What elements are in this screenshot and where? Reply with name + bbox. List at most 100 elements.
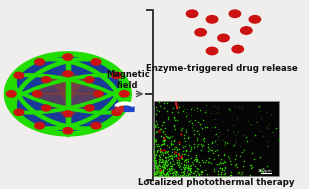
Point [153, 105, 158, 108]
Point [160, 168, 165, 171]
Point [178, 167, 183, 170]
Point [219, 167, 224, 170]
Point [181, 170, 186, 173]
Point [157, 174, 162, 177]
Point [189, 125, 194, 128]
Point [242, 140, 247, 143]
Point [265, 145, 269, 148]
Point [157, 105, 162, 108]
Point [244, 140, 249, 143]
Point [180, 170, 185, 174]
Circle shape [35, 123, 44, 129]
Point [166, 174, 171, 177]
Point [210, 140, 215, 143]
Point [235, 166, 240, 169]
Point [209, 145, 214, 148]
Point [203, 104, 208, 107]
Point [204, 109, 209, 112]
Point [217, 166, 222, 169]
Point [234, 116, 239, 119]
Point [172, 124, 177, 127]
Point [162, 162, 167, 165]
Point [171, 139, 176, 142]
Point [172, 170, 177, 173]
Point [229, 162, 234, 165]
Point [167, 137, 171, 140]
Point [154, 173, 159, 176]
Point [157, 169, 162, 172]
Point [193, 157, 198, 160]
Point [164, 109, 169, 112]
Point [188, 119, 193, 122]
Text: Localized photothermal therapy: Localized photothermal therapy [138, 178, 294, 187]
Point [204, 158, 209, 161]
Point [153, 163, 158, 167]
Circle shape [41, 77, 51, 83]
Point [165, 155, 170, 158]
Point [184, 108, 189, 111]
Point [235, 130, 240, 133]
Point [154, 154, 159, 157]
Point [161, 172, 166, 175]
Point [162, 159, 167, 162]
Point [185, 164, 190, 167]
Point [171, 142, 176, 145]
Point [152, 153, 157, 156]
Point [218, 170, 223, 173]
Circle shape [14, 72, 24, 79]
Point [168, 165, 173, 168]
Point [154, 145, 159, 148]
Point [221, 161, 226, 164]
Point [173, 151, 178, 154]
Point [165, 115, 170, 118]
Point [185, 173, 190, 176]
Point [219, 169, 224, 172]
Point [228, 174, 233, 177]
Point [222, 160, 227, 163]
Point [173, 172, 178, 175]
Point [165, 173, 170, 176]
Point [156, 172, 161, 175]
Point [198, 163, 203, 166]
Point [157, 172, 162, 175]
Point [164, 174, 169, 177]
Point [182, 167, 187, 170]
Point [180, 153, 184, 156]
Point [182, 163, 187, 166]
Point [188, 174, 193, 177]
Point [153, 137, 158, 140]
Circle shape [94, 91, 103, 97]
Point [174, 160, 179, 163]
Point [154, 113, 159, 116]
Point [172, 151, 177, 154]
Point [165, 136, 170, 139]
Point [177, 158, 182, 161]
Point [205, 142, 210, 145]
Point [259, 169, 264, 172]
Point [220, 162, 225, 165]
Point [176, 153, 181, 156]
Point [154, 169, 159, 172]
Point [151, 150, 156, 153]
Point [171, 153, 176, 156]
Point [162, 142, 167, 145]
Point [195, 109, 200, 112]
Point [154, 167, 159, 170]
Point [159, 174, 164, 177]
Point [177, 174, 182, 177]
Point [219, 162, 224, 165]
Point [217, 163, 222, 166]
Point [160, 165, 165, 168]
Point [192, 170, 197, 173]
Point [198, 109, 203, 112]
Point [166, 159, 171, 162]
Polygon shape [34, 94, 102, 118]
Point [237, 171, 242, 174]
Point [185, 165, 190, 168]
Point [188, 145, 193, 148]
Point [152, 145, 157, 148]
Circle shape [232, 45, 243, 53]
Point [209, 112, 214, 115]
Point [168, 153, 173, 156]
Circle shape [112, 109, 122, 115]
